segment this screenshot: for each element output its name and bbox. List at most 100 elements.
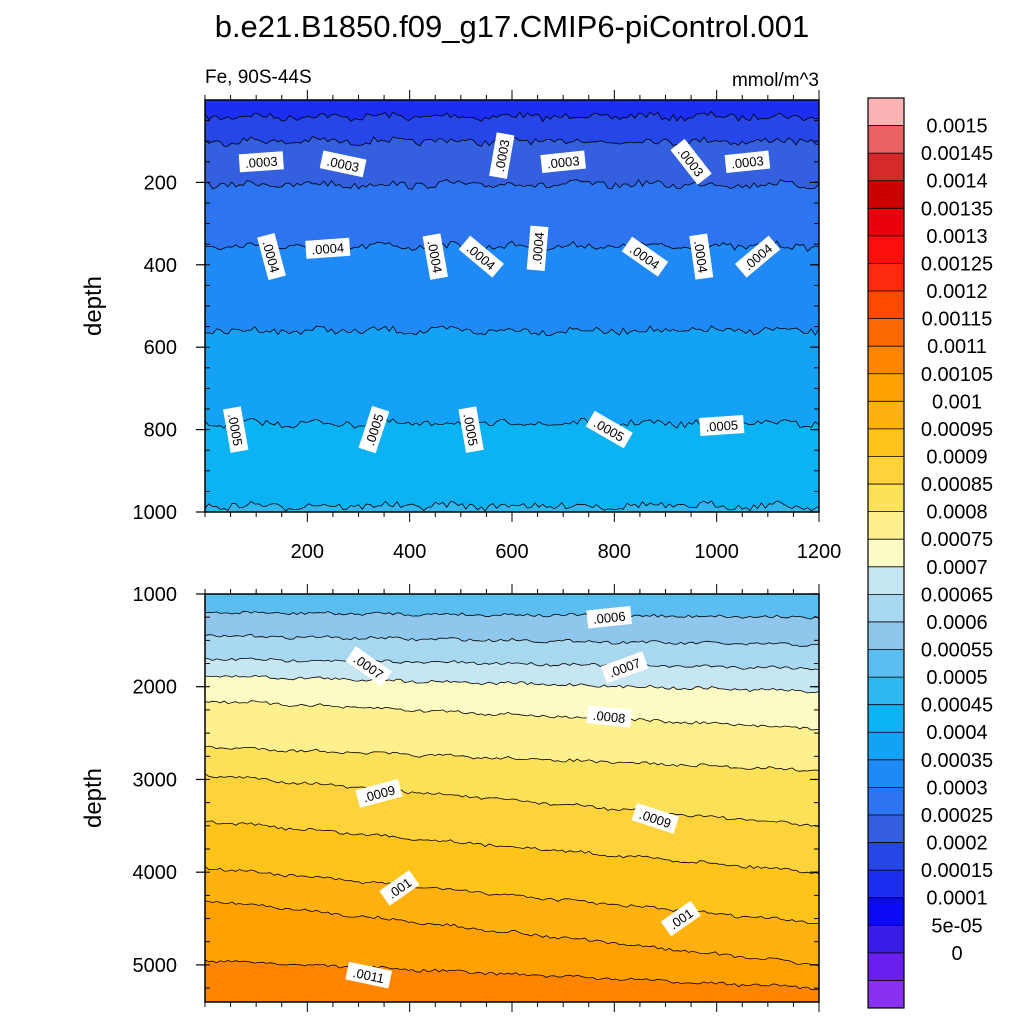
colorbar-label: 0.00115 xyxy=(922,309,993,331)
colorbar-label: 0.0005 xyxy=(926,667,987,689)
contour-line xyxy=(205,959,819,991)
contour-line xyxy=(205,610,819,620)
colorbar-label: 0.0009 xyxy=(926,446,987,468)
colorbar-swatch xyxy=(868,759,904,788)
x-tick-label: 600 xyxy=(495,541,528,563)
y-tick-label: 5000 xyxy=(133,955,178,977)
y-tick-label: 1000 xyxy=(133,502,178,524)
colorbar-swatch xyxy=(868,897,904,926)
contour-label-text: .0003 xyxy=(546,153,580,171)
colorbar-swatch xyxy=(868,291,904,319)
contour-line xyxy=(205,674,819,694)
x-tick-label: 1000 xyxy=(694,541,739,563)
colorbar: 0.0015 0.00145 0.0014 0.00135 0.0013 0.00125 0… xyxy=(867,97,993,1009)
colorbar-swatch xyxy=(868,952,904,981)
colorbar-label: 0.0007 xyxy=(926,557,987,579)
colorbar-swatch xyxy=(868,566,904,595)
colorbar-label: 0.0002 xyxy=(926,833,987,855)
contour-label: .0003 xyxy=(319,150,367,178)
contour-line xyxy=(205,500,819,512)
upper-contour-labels: .0003.0003.0003.0003.0003.0003.0004.0004… xyxy=(223,132,781,454)
contour-label: .0003 xyxy=(724,150,771,174)
colorbar-label: 0 xyxy=(951,943,962,965)
colorbar-swatch xyxy=(868,401,904,430)
colorbar-swatch xyxy=(868,925,904,954)
contour-label-text: .0003 xyxy=(326,154,361,175)
colorbar-label: 0.00135 xyxy=(921,198,993,220)
contour-line xyxy=(205,178,819,190)
contour-label-text: .0005 xyxy=(705,417,739,434)
contour-line xyxy=(205,900,819,967)
colorbar-label: 0.0013 xyxy=(926,226,987,248)
colorbar-label: 0.0003 xyxy=(926,777,987,799)
contour-label: .0011 xyxy=(345,961,393,989)
y-tick-label: 400 xyxy=(144,255,177,277)
contour-line xyxy=(205,657,819,671)
colorbar-swatch xyxy=(868,732,904,761)
colorbar-label: 0.00105 xyxy=(921,364,993,386)
colorbar-label: 0.0014 xyxy=(926,171,987,193)
colorbar-label: 0.0001 xyxy=(926,888,987,910)
colorbar-label: 0.0004 xyxy=(926,722,987,744)
contour-label: .0003 xyxy=(238,151,284,173)
contour-line xyxy=(205,773,819,828)
contour-label: .0005 xyxy=(223,406,249,453)
lower-y-axis-label: depth xyxy=(80,768,107,828)
colorbar-swatch xyxy=(868,318,904,347)
colorbar-label: 0.00015 xyxy=(921,860,993,882)
colorbar-swatch xyxy=(868,649,904,678)
colorbar-swatch xyxy=(868,263,904,292)
contour-band xyxy=(205,100,819,122)
x-tick-label: 1200 xyxy=(797,541,842,563)
contour-label-text: .0011 xyxy=(352,965,386,986)
upper-right-label: mmol/m^3 xyxy=(732,70,819,91)
contour-label: .0009 xyxy=(355,779,403,808)
contour-label: .0004 xyxy=(305,237,351,259)
colorbar-swatch xyxy=(868,98,904,126)
contour-label: .0004 xyxy=(526,225,549,272)
contour-label-text: .0004 xyxy=(529,231,547,265)
colorbar-label: 0.00145 xyxy=(921,143,993,165)
colorbar-label: 0.00045 xyxy=(921,695,993,717)
upper-panel: Fe, 90S-44S mmol/m^3 depth .0003 .0003 .00… xyxy=(80,67,841,563)
lower-contour-lines xyxy=(205,610,819,991)
colorbar-swatch xyxy=(868,814,904,843)
colorbar-swatch xyxy=(868,208,904,237)
y-tick-label: 600 xyxy=(144,337,177,359)
colorbar-swatch xyxy=(868,153,904,182)
contour-label: .0006 xyxy=(586,605,633,629)
contour-label-text: .0003 xyxy=(245,154,279,171)
contour-line xyxy=(205,865,819,925)
colorbar-label: 0.00125 xyxy=(921,253,993,275)
contour-label: .0004 xyxy=(689,233,714,280)
colorbar-swatch xyxy=(868,621,904,650)
contour-label: .0005 xyxy=(699,414,745,437)
colorbar-swatch xyxy=(868,842,904,871)
contour-line xyxy=(205,325,819,337)
colorbar-label: 0.00065 xyxy=(921,584,993,606)
figure-title: b.e21.B1850.f09_g17.CMIP6-piControl.001 xyxy=(215,9,810,44)
colorbar-swatch xyxy=(868,235,904,264)
contour-label: .0003 xyxy=(489,132,515,179)
colorbar-label: 0.0008 xyxy=(926,502,987,524)
colorbar-label: 0.00035 xyxy=(921,750,993,772)
colorbar-label: 0.0015 xyxy=(926,116,987,138)
colorbar-swatch xyxy=(868,456,904,485)
contour-label-text: .0003 xyxy=(492,138,512,173)
colorbar-label: 0.0011 xyxy=(927,336,987,358)
colorbar-label: 0.00025 xyxy=(921,805,993,827)
contour-line xyxy=(205,745,819,772)
colorbar-swatch xyxy=(868,539,904,568)
colorbar-swatch xyxy=(868,787,904,816)
contour-label: .0004 xyxy=(257,233,286,281)
upper-y-axis-label: depth xyxy=(80,276,107,336)
colorbar-label: 5e-05 xyxy=(931,915,982,937)
x-tick-label: 800 xyxy=(598,541,631,563)
colorbar-swatch xyxy=(868,511,904,540)
contour-line xyxy=(205,700,819,731)
lower-filled-contours xyxy=(205,594,819,1002)
contour-label-text: .0006 xyxy=(592,609,626,627)
contour-label-text: .0004 xyxy=(691,240,710,274)
contour-label-text: .0008 xyxy=(592,708,626,726)
contour-label: .0008 xyxy=(586,705,633,728)
